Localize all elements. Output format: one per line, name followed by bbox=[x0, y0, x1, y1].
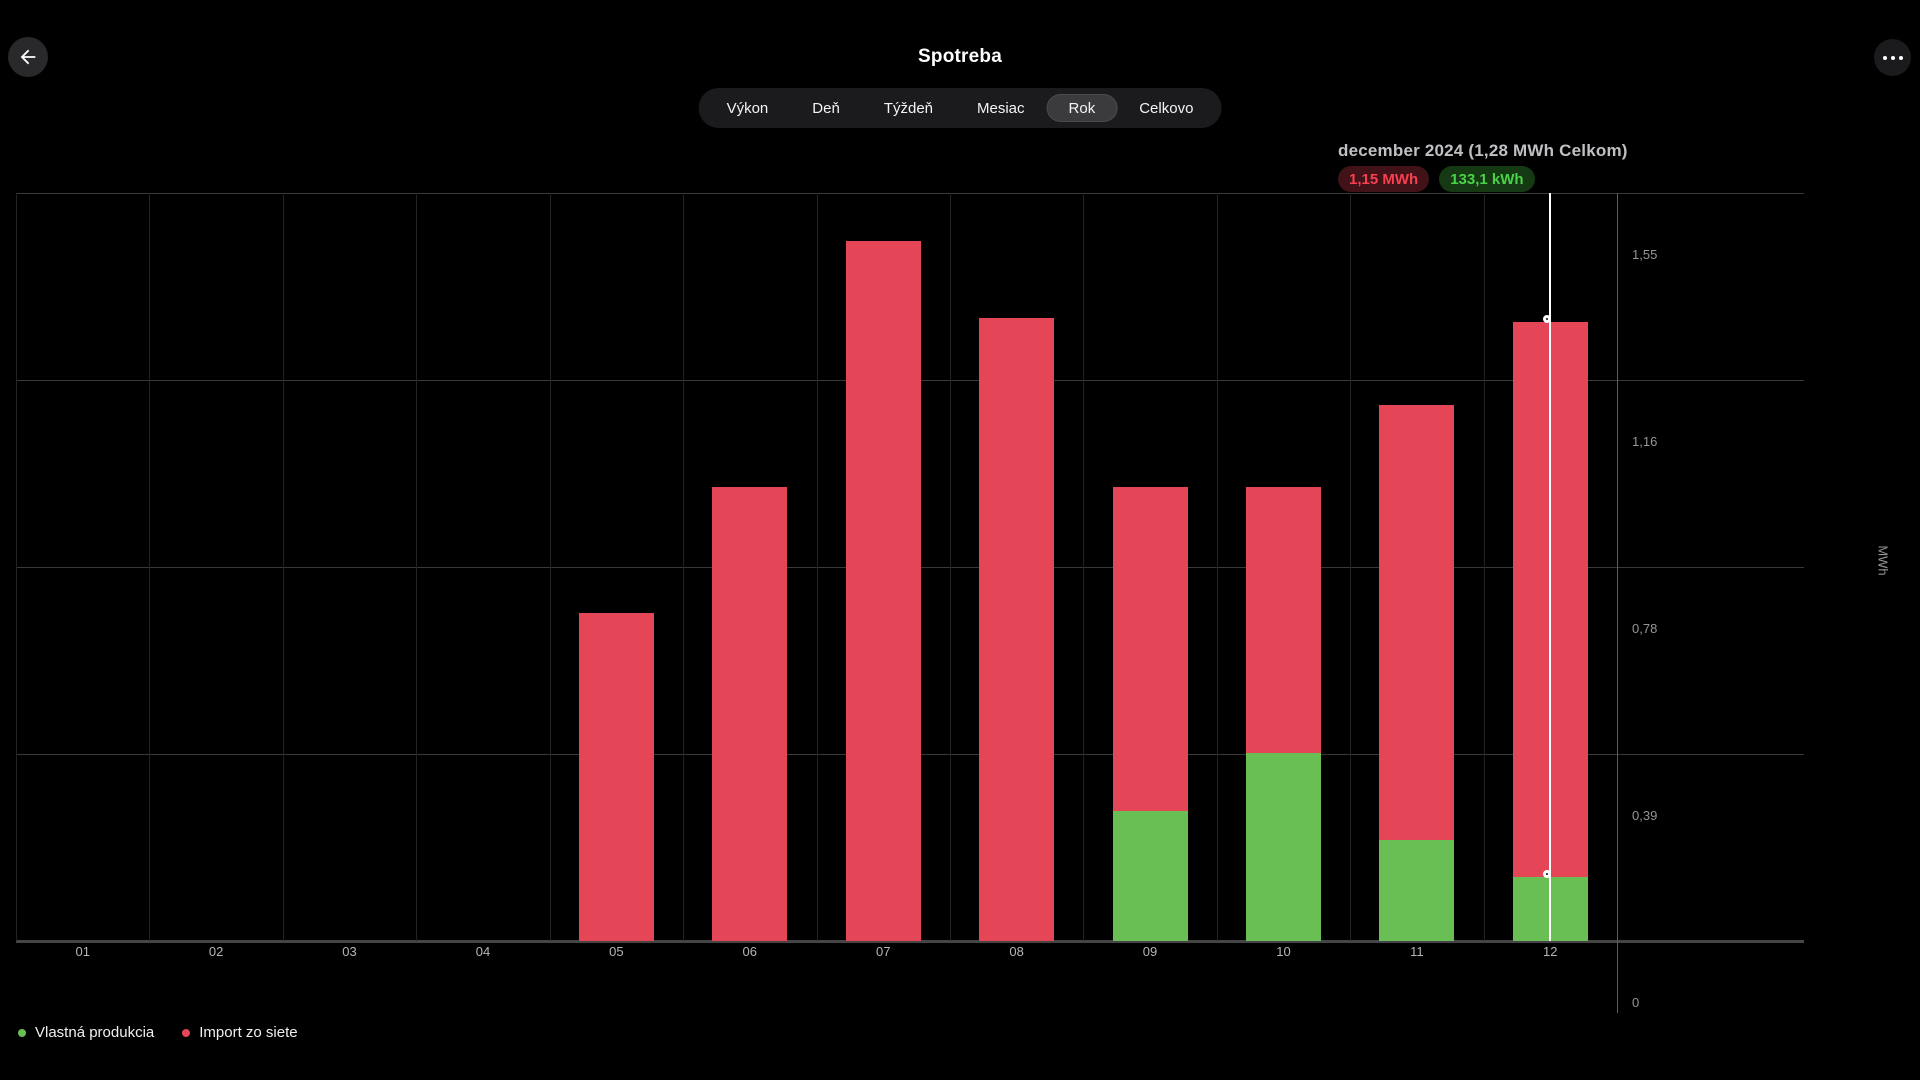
x-tick-label: 03 bbox=[342, 944, 357, 959]
y-axis-unit-label: MWh bbox=[1875, 545, 1891, 576]
tab-bar: Výkon Deň Týždeň Mesiac Rok Celkovo bbox=[698, 88, 1222, 128]
tab-mesiac[interactable]: Mesiac bbox=[955, 94, 1047, 122]
h-gridline bbox=[16, 193, 1804, 194]
bar-month-11-import-zo-siete[interactable] bbox=[1379, 405, 1455, 840]
tab-tyzden[interactable]: Týždeň bbox=[862, 94, 955, 122]
production-value-badge: 133,1 kWh bbox=[1439, 166, 1535, 192]
bar-month-06-import-zo-siete[interactable] bbox=[712, 487, 788, 941]
x-axis-line bbox=[16, 940, 1804, 943]
ellipsis-icon bbox=[1882, 55, 1903, 60]
crosshair-marker bbox=[1543, 314, 1552, 323]
y-tick-label: 0 bbox=[1632, 995, 1640, 1010]
legend-label: Vlastná produkcia bbox=[35, 1024, 155, 1041]
x-tick-label: 10 bbox=[1276, 944, 1291, 959]
tooltip-badges: 1,15 MWh 133,1 kWh bbox=[1338, 166, 1628, 192]
y-tick-label: 0,78 bbox=[1632, 621, 1658, 636]
x-tick-label: 02 bbox=[208, 944, 224, 959]
bar-month-10-vlastna-produkcia[interactable] bbox=[1245, 752, 1321, 941]
x-tick-label: 07 bbox=[875, 944, 891, 959]
v-gridline bbox=[816, 193, 818, 941]
y-axis-line bbox=[1617, 193, 1618, 1013]
v-gridline bbox=[1216, 193, 1218, 941]
bar-month-05-import-zo-siete[interactable] bbox=[578, 612, 654, 941]
x-tick-label: 05 bbox=[609, 944, 624, 959]
chart-legend: Vlastná produkcia Import zo siete bbox=[18, 1024, 298, 1041]
v-gridline bbox=[549, 193, 551, 941]
tab-rok[interactable]: Rok bbox=[1046, 94, 1118, 122]
legend-item-import-zo-siete: Import zo siete bbox=[182, 1024, 298, 1041]
x-tick-label: 12 bbox=[1543, 944, 1558, 959]
bar-month-11-vlastna-produkcia[interactable] bbox=[1379, 839, 1455, 941]
x-tick-label: 11 bbox=[1410, 944, 1424, 959]
legend-label: Import zo siete bbox=[199, 1024, 298, 1041]
v-gridline bbox=[282, 193, 284, 941]
v-gridline bbox=[1350, 193, 1352, 941]
crosshair-line[interactable] bbox=[1549, 193, 1552, 941]
v-gridline bbox=[683, 193, 685, 941]
legend-dot-icon bbox=[182, 1028, 191, 1037]
bar-month-07-import-zo-siete[interactable] bbox=[845, 241, 921, 941]
selection-tooltip: december 2024 (1,28 MWh Celkom) 1,15 MWh… bbox=[1338, 141, 1628, 192]
page-title: Spotreba bbox=[918, 46, 1002, 67]
v-gridline bbox=[949, 193, 951, 941]
x-tick-label: 04 bbox=[475, 944, 491, 959]
v-gridline bbox=[416, 193, 418, 941]
legend-dot-icon bbox=[18, 1028, 26, 1037]
arrow-left-icon bbox=[20, 49, 36, 65]
x-tick-label: 06 bbox=[742, 944, 758, 959]
x-tick-label: 01 bbox=[75, 944, 90, 959]
tooltip-title: december 2024 (1,28 MWh Celkom) bbox=[1338, 141, 1628, 160]
x-tick-label: 09 bbox=[1142, 944, 1158, 959]
v-gridline bbox=[149, 193, 151, 941]
v-gridline bbox=[16, 193, 17, 941]
y-tick-label: 1,55 bbox=[1632, 247, 1658, 262]
bar-month-09-import-zo-siete[interactable] bbox=[1112, 487, 1188, 811]
tab-den[interactable]: Deň bbox=[790, 94, 862, 122]
bar-month-10-import-zo-siete[interactable] bbox=[1245, 487, 1321, 753]
back-button[interactable] bbox=[8, 37, 48, 77]
more-button[interactable] bbox=[1874, 39, 1911, 76]
v-gridline bbox=[1083, 193, 1085, 941]
v-gridline bbox=[1483, 193, 1485, 941]
tab-celkovo[interactable]: Celkovo bbox=[1117, 94, 1215, 122]
y-tick-label: 0,39 bbox=[1632, 808, 1658, 823]
crosshair-marker bbox=[1543, 869, 1552, 878]
tab-vykon[interactable]: Výkon bbox=[705, 94, 791, 122]
legend-item-vlastna-produkcia: Vlastná produkcia bbox=[18, 1024, 154, 1041]
x-tick-label: 08 bbox=[1009, 944, 1024, 959]
y-tick-label: 1,16 bbox=[1632, 434, 1658, 449]
import-value-badge: 1,15 MWh bbox=[1338, 166, 1430, 192]
bar-month-08-import-zo-siete[interactable] bbox=[979, 318, 1055, 941]
bar-month-09-vlastna-produkcia[interactable] bbox=[1112, 810, 1188, 941]
